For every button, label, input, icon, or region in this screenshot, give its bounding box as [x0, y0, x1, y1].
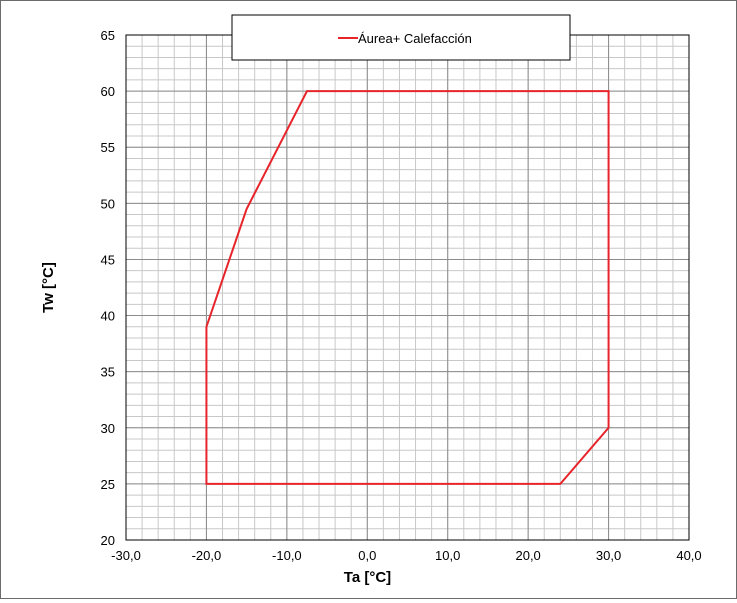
minor-gridlines — [125, 34, 690, 541]
major-gridlines — [125, 34, 690, 541]
x-axis-ticks: -30,0 -20,0 -10,0 0,0 10,0 20,0 30,0 40,0 — [111, 548, 701, 563]
x-axis-title: Ta [°C] — [344, 569, 391, 586]
y-axis-title: Tw [°C] — [40, 262, 57, 313]
y-tick-label: 30 — [101, 421, 115, 436]
x-tick-label: 0,0 — [358, 548, 376, 563]
x-tick-label: -10,0 — [272, 548, 302, 563]
series-group — [205, 90, 610, 485]
y-axis-ticks: 20 25 30 35 40 45 50 55 60 65 — [101, 28, 115, 548]
y-tick-label: 35 — [101, 365, 115, 380]
y-tick-label: 45 — [101, 252, 115, 267]
legend-box — [231, 14, 571, 61]
y-tick-label: 25 — [101, 477, 115, 492]
x-tick-label: 40,0 — [676, 548, 701, 563]
y-tick-label: 65 — [101, 28, 115, 43]
x-tick-label: -20,0 — [192, 548, 222, 563]
series-line — [205, 90, 610, 485]
x-tick-label: 20,0 — [515, 548, 540, 563]
x-tick-label: 30,0 — [596, 548, 621, 563]
y-tick-label: 55 — [101, 140, 115, 155]
plot-area-border — [125, 34, 690, 541]
y-tick-label: 60 — [101, 84, 115, 99]
x-tick-label: 10,0 — [435, 548, 460, 563]
x-tick-label: -30,0 — [111, 548, 141, 563]
y-tick-label: 50 — [101, 196, 115, 211]
y-tick-label: 40 — [101, 309, 115, 324]
legend: Áurea+ Calefacción — [231, 14, 571, 61]
legend-label: Áurea+ Calefacción — [358, 31, 472, 46]
y-tick-label: 20 — [101, 533, 115, 548]
